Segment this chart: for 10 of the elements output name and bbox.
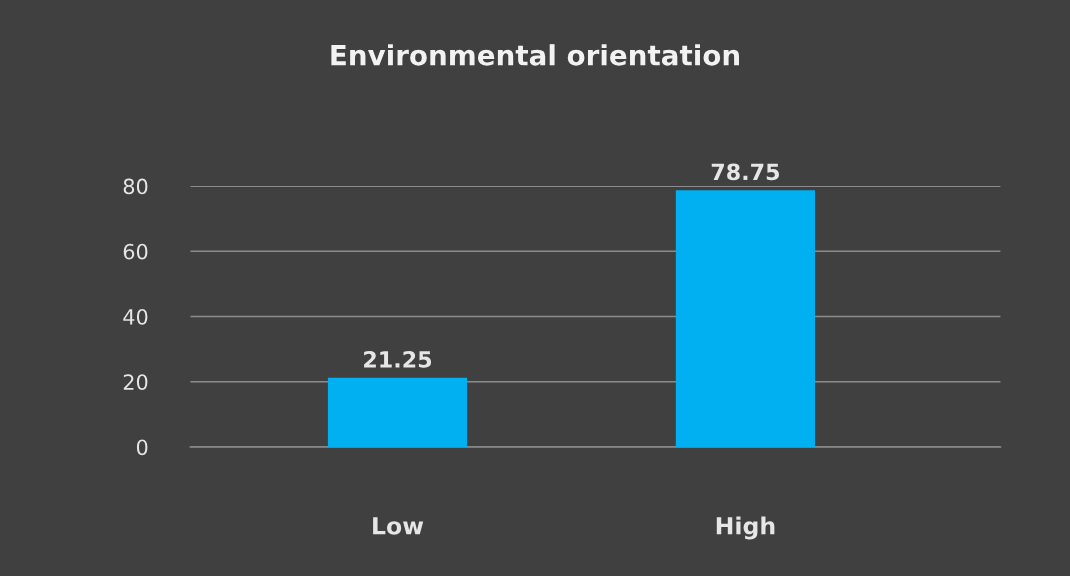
y-tick-label: 0 xyxy=(136,439,148,456)
y-tick-label: 20 xyxy=(123,374,148,390)
x-tick-label: Low xyxy=(373,517,424,535)
y-tick-label: 40 xyxy=(123,308,148,325)
y-tick-label: 60 xyxy=(123,243,148,260)
data-label: 21.25 xyxy=(364,351,432,368)
x-tick-label: High xyxy=(716,516,775,540)
data-label: 78.75 xyxy=(711,163,780,181)
y-tick-label: 80 xyxy=(123,178,148,195)
chart-title: Environmental orientation xyxy=(331,44,739,66)
